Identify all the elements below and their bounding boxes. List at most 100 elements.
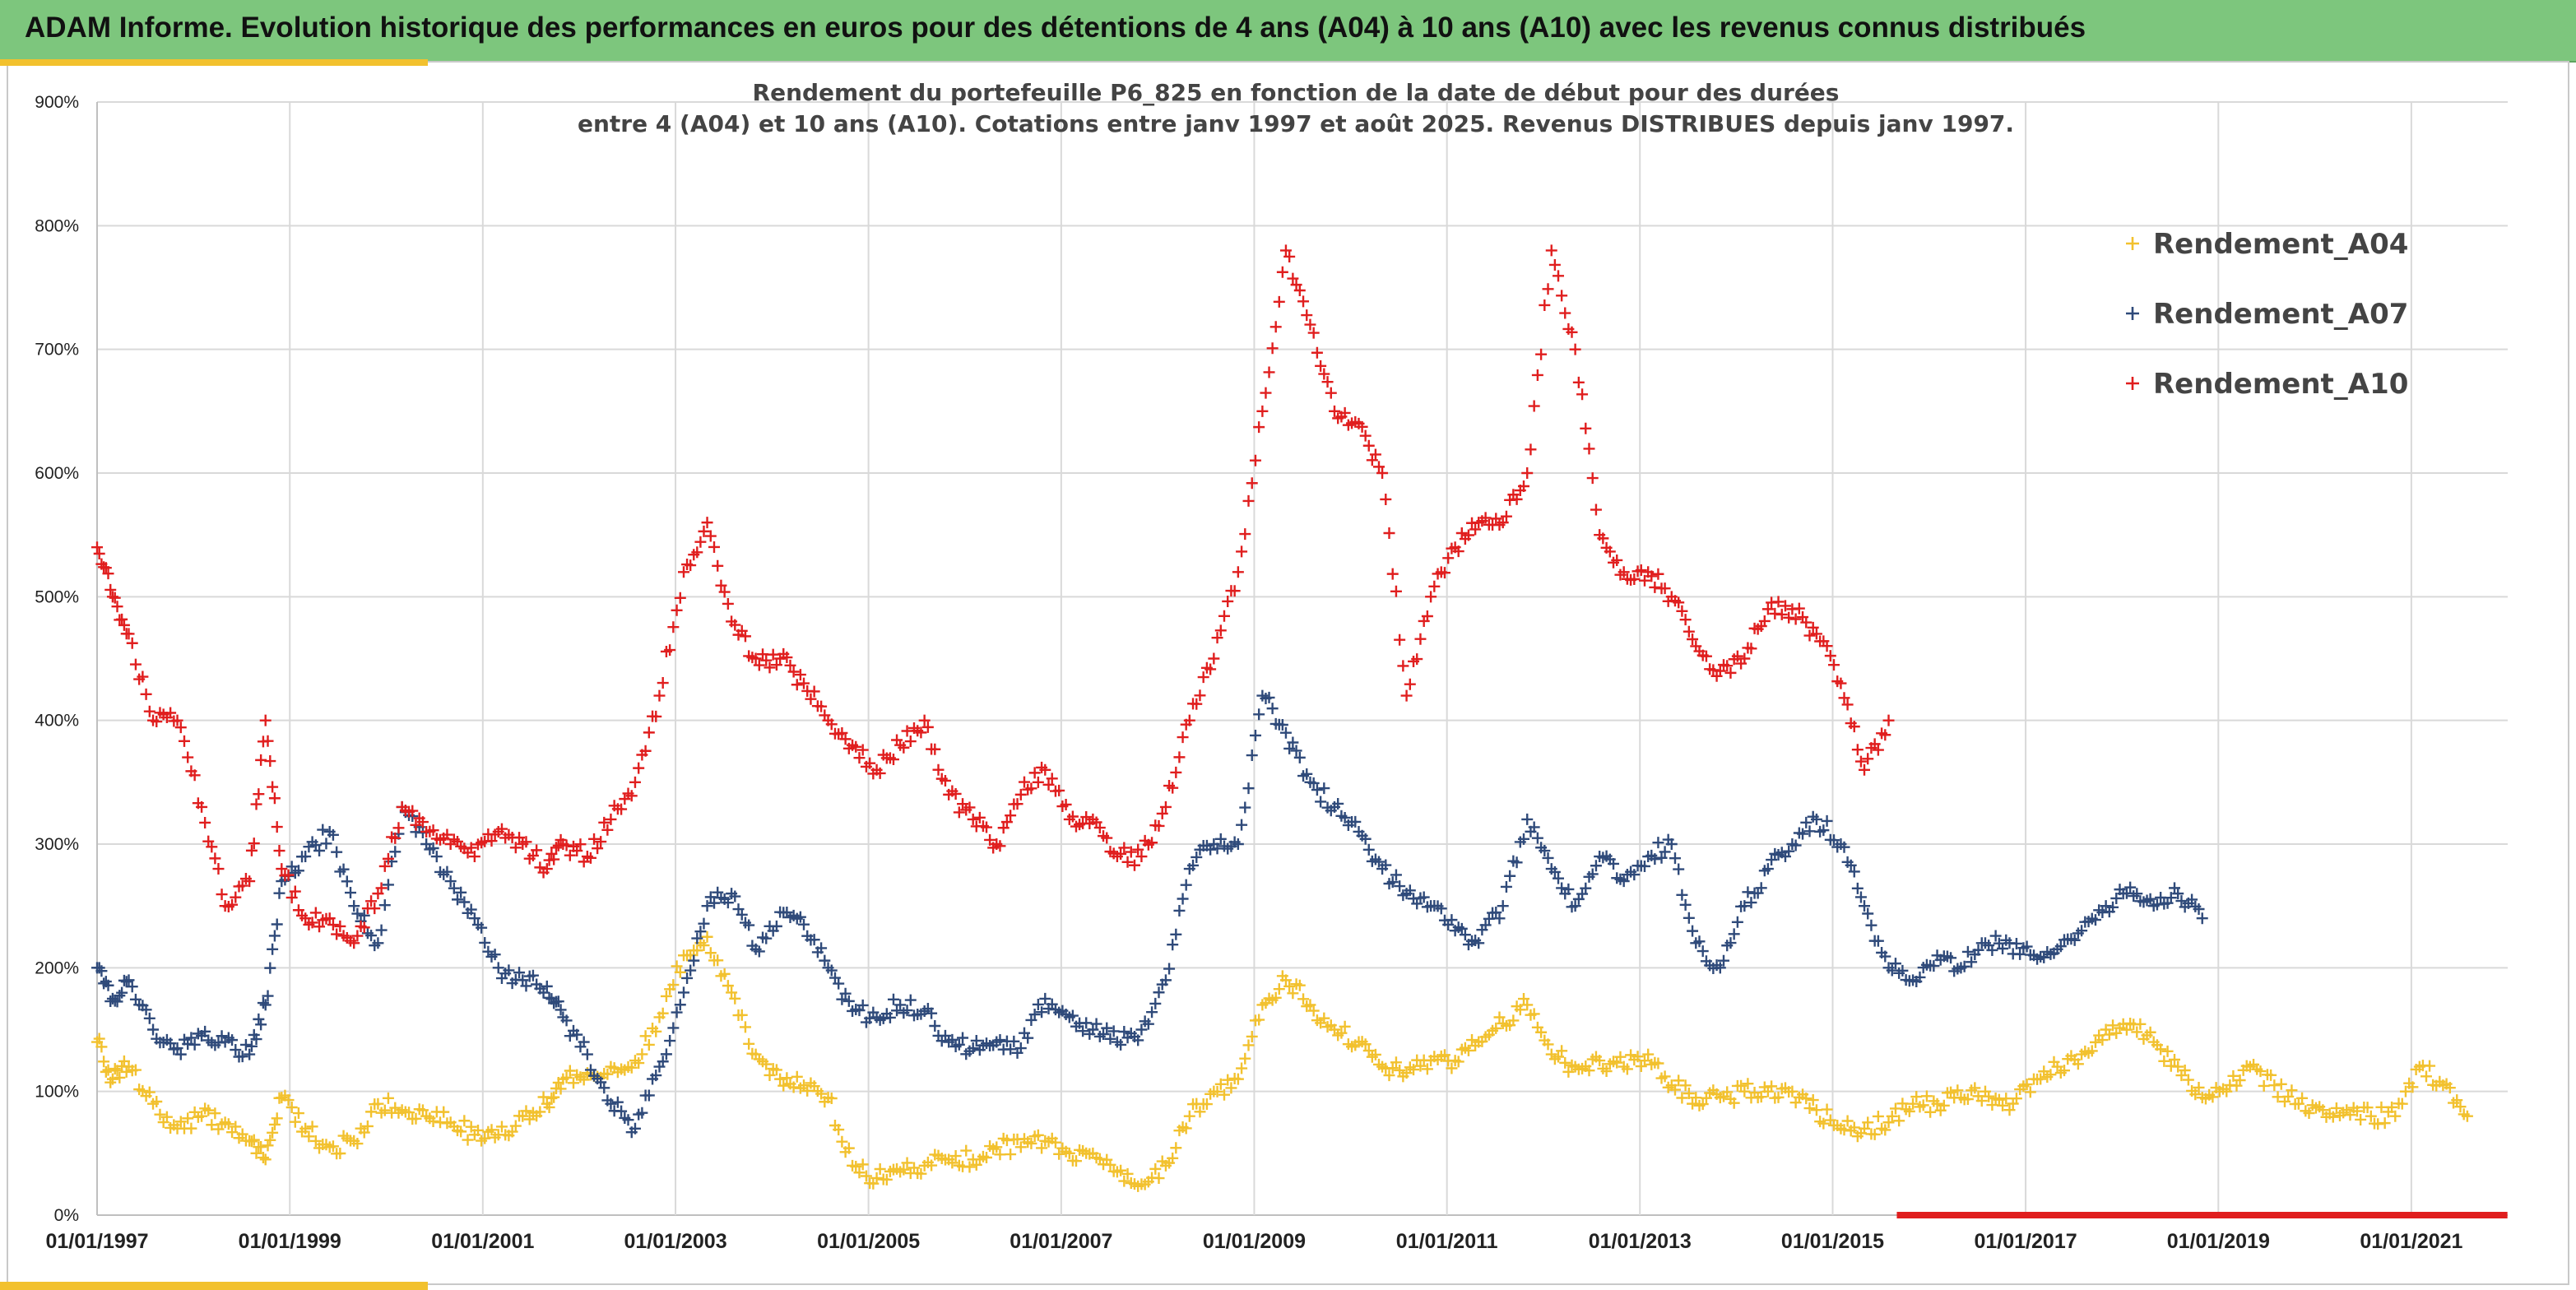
rendement_a04-point <box>2024 1086 2036 1098</box>
rendement_a10-point <box>250 798 262 810</box>
rendement_a07-point <box>285 861 298 873</box>
rendement_a04-point <box>1728 1097 1740 1109</box>
rendement_a10-point <box>1559 307 1571 319</box>
rendement_a04-point <box>120 1065 132 1078</box>
rendement_a04-point <box>860 1170 872 1182</box>
rendement_a10-point <box>541 863 553 875</box>
rendement_a10-point <box>932 763 945 776</box>
rendement_a10-point <box>1442 552 1455 564</box>
rendement_a07-point <box>1714 962 1726 974</box>
rendement_a10-point <box>643 726 655 739</box>
rendement_a07-point <box>2186 893 2198 906</box>
rendement_a07-point <box>1142 1018 1154 1030</box>
rendement_a07-point <box>216 1030 228 1042</box>
rendement_a07-point <box>541 980 553 992</box>
chart-title-line-2: entre 4 (A04) et 10 ans (A10). Cotations… <box>578 110 2014 137</box>
rendement_a10-point <box>1400 689 1413 702</box>
rendement_a10-point <box>1093 822 1106 834</box>
rendement_a07-point <box>185 1032 197 1044</box>
legend-label: Rendement_A07 <box>2153 298 2408 331</box>
rendement_a07-point <box>760 932 773 944</box>
rendement_a07-point <box>1339 811 1351 824</box>
rendement_a04-point <box>764 1069 776 1081</box>
rendement_a04-point <box>1553 1051 1565 1063</box>
rendement_a07-point <box>1518 833 1530 845</box>
rendement_a04-point <box>1882 1116 1895 1129</box>
rendement_a04-point <box>1118 1175 1130 1187</box>
rendement_a07-point <box>292 865 304 877</box>
rendement_a04-point <box>358 1126 370 1139</box>
rendement_a04-point <box>1036 1142 1048 1154</box>
rendement_a04-point <box>185 1122 197 1135</box>
rendement_a10-point <box>1304 318 1316 331</box>
rendement_a10-point <box>1197 671 1209 684</box>
rendement_a10-point <box>1386 568 1399 580</box>
rendement_a10-point <box>1132 843 1144 856</box>
rendement_a10-point <box>1080 811 1093 824</box>
rendement_a07-point <box>884 1011 896 1023</box>
rendement_a07-point <box>967 1042 979 1055</box>
rendement_a10-point <box>674 592 686 604</box>
rendement_a04-point <box>2193 1081 2205 1093</box>
rendement_a10-point <box>1859 763 1870 776</box>
rendement_a07-point <box>2076 925 2088 937</box>
rendement_a10-point <box>787 666 800 678</box>
rendement_a07-point <box>1311 784 1323 796</box>
rendement_a07-point <box>794 911 806 923</box>
rendement_a07-point <box>253 1013 265 1025</box>
rendement_a04-point <box>2258 1079 2270 1092</box>
rendement_a04-point <box>1917 1099 1929 1111</box>
rendement_a07-point <box>957 1032 969 1044</box>
rendement_a07-point <box>2155 892 2167 903</box>
rendement_a07-point <box>140 1004 152 1016</box>
rendement_a10-point <box>1125 846 1137 858</box>
rendement_a07-point <box>123 974 135 986</box>
rendement_a07-point <box>165 1037 177 1050</box>
rendement_a07-point <box>1187 859 1200 871</box>
rendement_a10-point <box>206 841 218 853</box>
rendement_a04-point <box>660 990 672 1002</box>
rendement_a07-point <box>2014 948 2026 960</box>
rendement_a07-point <box>552 995 564 1008</box>
rendement_a10-point <box>1761 603 1774 615</box>
rendement_a04-point <box>1893 1115 1905 1127</box>
x-tick-label: 01/01/2013 <box>1589 1230 1692 1253</box>
rendement_a07-point <box>1066 1009 1079 1022</box>
rendement_a07-point <box>114 990 126 1002</box>
rendement_a04-point <box>2072 1058 2084 1070</box>
rendement_a04-point <box>601 1068 614 1080</box>
rendement_a04-point <box>801 1084 814 1097</box>
rendement_a04-point <box>2155 1043 2167 1056</box>
rendement_a07-point <box>1390 869 1402 881</box>
rendement_a07-point <box>1315 796 1327 808</box>
rendement_a10-point <box>1462 529 1474 541</box>
rendement_a07-point <box>327 828 339 841</box>
rendement_a10-point <box>1211 632 1223 644</box>
rendement_a07-point <box>1173 904 1186 916</box>
rendement_a04-point <box>1521 999 1534 1011</box>
rendement_a04-point <box>1421 1063 1433 1075</box>
rendement_a10-point <box>967 813 979 825</box>
rendement_a04-point <box>1910 1091 1923 1103</box>
rendement_a07-point <box>1163 963 1176 975</box>
legend-label: Rendement_A10 <box>2153 368 2408 401</box>
rendement_a07-point <box>1679 898 1692 911</box>
rendement_a10-point <box>1311 346 1323 359</box>
rendement_a04-point <box>106 1073 118 1085</box>
rendement_a04-point <box>760 1058 773 1070</box>
rendement_a10-point <box>1841 698 1854 711</box>
rendement_a04-point <box>151 1096 163 1107</box>
rendement_a04-point <box>1986 1099 1998 1111</box>
rendement_a04-point <box>1652 1057 1664 1070</box>
rendement_a04-point <box>736 1009 748 1021</box>
rendement_a07-point <box>452 893 464 906</box>
rendement_a04-point <box>1362 1045 1375 1057</box>
rendement_a10-point <box>1318 368 1330 380</box>
rendement_a04-point <box>206 1119 218 1131</box>
rendement_a10-point <box>571 845 583 857</box>
rendement_a10-point <box>1260 387 1272 399</box>
rendement_a07-point <box>264 962 276 974</box>
rendement_a10-point <box>1256 405 1269 417</box>
rendement_a04-point <box>2386 1101 2398 1113</box>
rendement_a07-point <box>1214 833 1227 845</box>
